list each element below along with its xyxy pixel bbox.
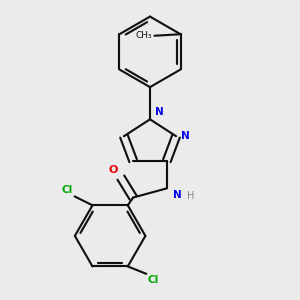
Text: O: O [108, 164, 118, 175]
Text: Cl: Cl [62, 185, 73, 195]
Text: Cl: Cl [148, 275, 159, 285]
Text: N: N [181, 131, 189, 141]
Text: N: N [173, 190, 182, 200]
Text: N: N [154, 107, 164, 117]
Text: CH₃: CH₃ [135, 31, 152, 40]
Text: H: H [187, 191, 194, 201]
